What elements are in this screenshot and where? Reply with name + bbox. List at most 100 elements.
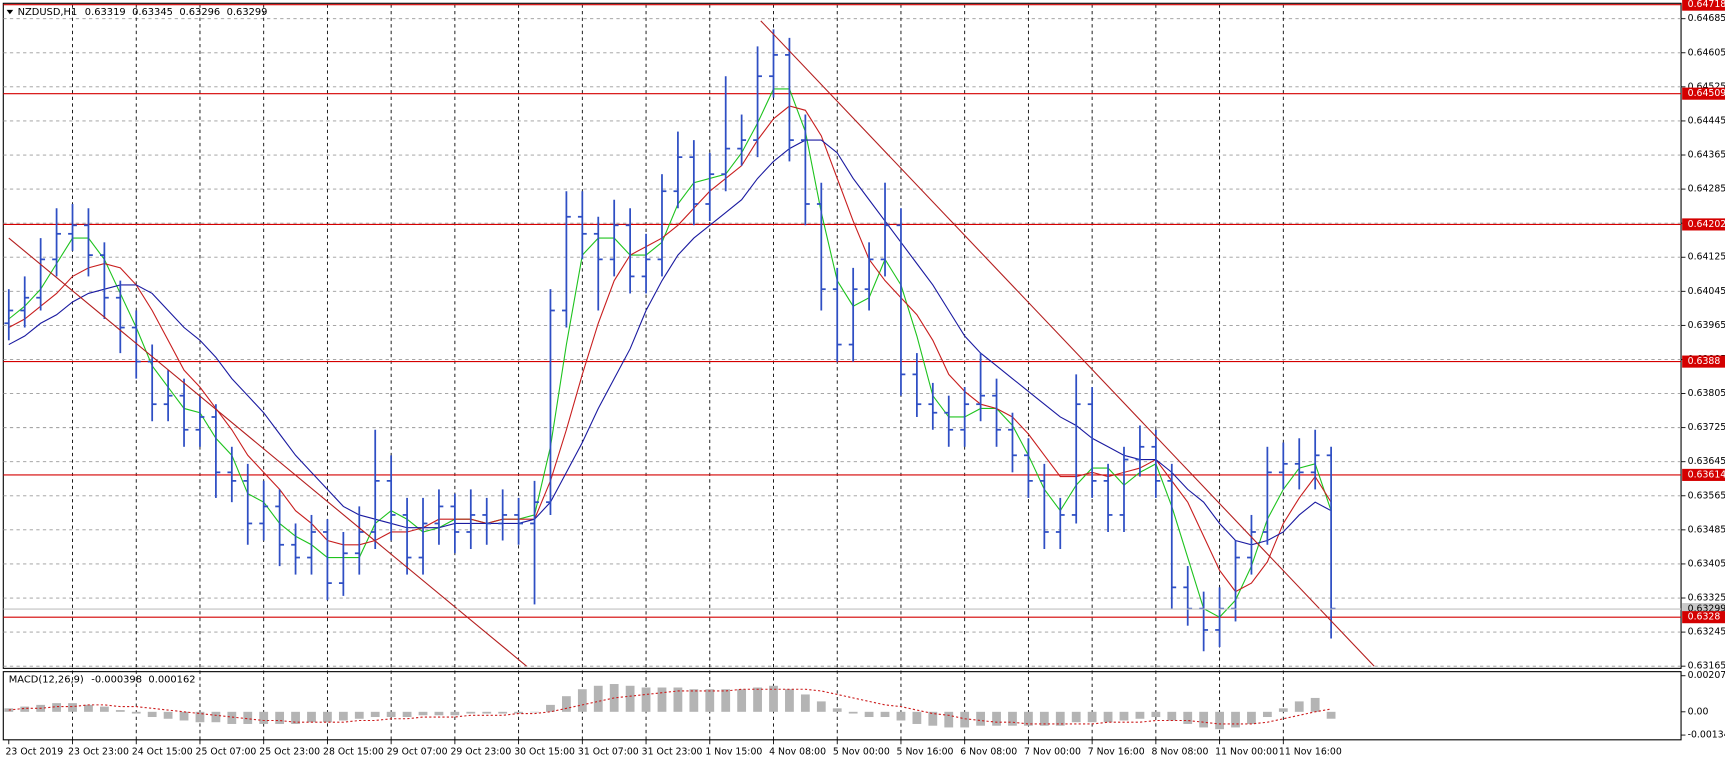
macd-bar — [291, 711, 300, 724]
macd-bar — [1071, 711, 1081, 723]
macd-bar — [418, 711, 428, 716]
macd-bar — [402, 711, 412, 718]
quote-low: 0.63296 — [179, 7, 220, 18]
level-label: 0.64509 — [1688, 88, 1725, 99]
trendline — [760, 20, 1375, 667]
macd-bar — [1039, 711, 1049, 726]
symbol-header: NZDUSD,H1 0.63319 0.63345 0.63296 0.6329… — [18, 7, 268, 18]
x-tick-label: 23 Oct 23:00 — [68, 746, 129, 757]
y-tick-label: 0.63325 — [1688, 593, 1725, 604]
main-panel — [2, 2, 1682, 669]
x-tick-label: 7 Nov 16:00 — [1088, 746, 1145, 757]
macd-bar — [785, 689, 794, 712]
x-tick-label: 30 Oct 15:00 — [514, 746, 575, 757]
macd-bar — [976, 711, 986, 726]
macd-title: MACD(12,26,9) — [9, 674, 84, 685]
macd-last: -0.000398 — [91, 674, 142, 685]
macd-panel — [2, 671, 1682, 741]
macd-bar — [1024, 711, 1033, 726]
plot-layer: 0.64685 0.64605 0.64525 0.64445 0.64365 0.642… — [3, 0, 1725, 757]
y-tick-label: 0.64125 — [1688, 252, 1725, 263]
y-tick-label: 0.64605 — [1688, 47, 1725, 58]
y-tick-label: 0.00 — [1688, 706, 1709, 717]
macd-bar — [944, 711, 954, 728]
macd-bar — [1103, 711, 1113, 723]
macd-bar — [1310, 697, 1320, 712]
macd-bar — [338, 711, 348, 721]
macd-bar — [960, 711, 970, 728]
macd-bar — [99, 706, 109, 712]
x-tick-label: 29 Oct 07:00 — [387, 746, 448, 757]
x-tick-label: 5 Nov 00:00 — [833, 746, 890, 757]
price-label: 0.63299 — [1688, 604, 1725, 615]
y-tick-label: 0.63725 — [1688, 422, 1725, 433]
macd-bar — [816, 701, 826, 712]
macd-bar — [689, 689, 699, 712]
level-label-bg — [1682, 87, 1725, 100]
macd-bar — [657, 687, 667, 712]
y-tick-label: -0.00134 — [1688, 730, 1725, 741]
macd-bar — [992, 711, 1001, 726]
y-tick-label: 0.64365 — [1688, 150, 1725, 161]
signal-line — [8, 688, 1332, 725]
y-tick-label: 0.64525 — [1688, 81, 1725, 92]
macd-bar — [386, 711, 396, 718]
level-label: 0.6328 — [1688, 612, 1721, 623]
y-tick-label: 0.63965 — [1688, 320, 1725, 331]
macd-bar — [147, 711, 157, 718]
y-tick-label: 0.64445 — [1688, 115, 1725, 126]
macd-bar — [1326, 711, 1336, 719]
x-tick-label: 25 Oct 23:00 — [259, 746, 320, 757]
level-label-bg — [1682, 218, 1725, 231]
macd-bar — [52, 703, 61, 712]
macd-bar — [466, 711, 476, 714]
macd-bar — [514, 711, 523, 714]
macd-bar — [163, 711, 173, 719]
menu-arrow — [6, 9, 14, 15]
macd-bar — [1167, 711, 1177, 721]
y-tick-label: 0.002078 — [1688, 670, 1725, 681]
trendline — [8, 237, 527, 667]
macd-bar — [864, 711, 874, 718]
macd-bar — [179, 711, 189, 721]
macd-bar — [1008, 711, 1017, 726]
level-label-bg — [1682, 0, 1725, 11]
moving-average — [8, 139, 1332, 546]
macd-bar — [1262, 711, 1272, 718]
macd-bar — [323, 711, 332, 723]
quote-high: 0.63345 — [132, 7, 173, 18]
macd-bar — [20, 706, 30, 712]
y-tick-label: 0.63645 — [1688, 456, 1725, 467]
moving-average — [8, 88, 1332, 618]
macd-bar — [769, 685, 778, 712]
y-tick-label: 0.63405 — [1688, 558, 1725, 569]
level-label: 0.64718 — [1688, 0, 1725, 10]
y-tick-label: 0.63165 — [1688, 661, 1725, 672]
macd-header: MACD(12,26,9) -0.000398 0.000162 — [9, 674, 196, 685]
macd-bar — [832, 708, 842, 712]
x-tick-label: 28 Oct 15:00 — [323, 746, 384, 757]
macd-bar — [227, 711, 237, 724]
y-tick-label: 0.63805 — [1688, 388, 1725, 399]
macd-bar — [561, 696, 571, 712]
y-tick-label: 0.63245 — [1688, 627, 1725, 638]
macd-bar — [673, 687, 683, 712]
y-tick-label: 0.63485 — [1688, 524, 1725, 535]
macd-bar — [307, 711, 316, 723]
level-label-bg — [1682, 355, 1725, 368]
macd-bar — [482, 711, 492, 714]
macd-bar — [1119, 711, 1129, 721]
x-tick-label: 6 Nov 08:00 — [960, 746, 1017, 757]
macd-bar — [68, 703, 77, 712]
macd-bar — [721, 689, 731, 712]
x-tick-label: 31 Oct 07:00 — [578, 746, 639, 757]
moving-average — [8, 105, 1332, 593]
macd-bar — [211, 711, 221, 723]
level-label: 0.63614 — [1688, 469, 1725, 480]
y-tick-label: 0.63565 — [1688, 490, 1725, 501]
macd-bar — [1231, 711, 1240, 728]
macd-bar — [1278, 708, 1288, 712]
quote-open: 0.63319 — [85, 7, 126, 18]
